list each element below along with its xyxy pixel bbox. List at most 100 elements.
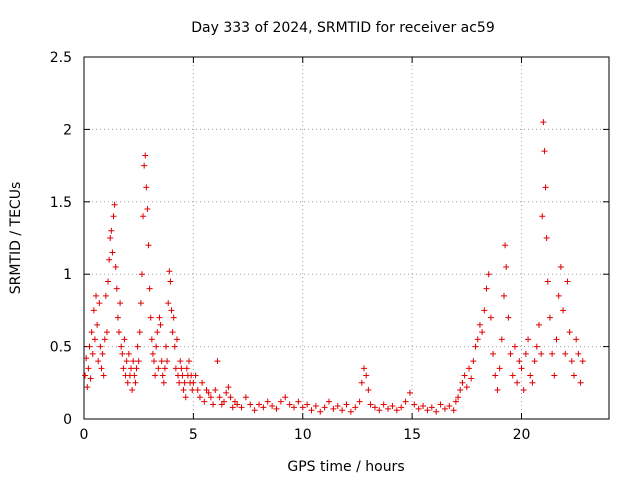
data-point <box>151 358 157 365</box>
data-point <box>207 394 214 401</box>
data-point <box>183 365 190 372</box>
data-point <box>543 235 550 241</box>
grid-lines <box>84 57 609 419</box>
data-point <box>86 343 93 350</box>
data-point <box>468 375 475 382</box>
data-point <box>317 408 324 415</box>
data-point <box>487 314 494 321</box>
data-point <box>106 256 113 263</box>
data-point <box>93 292 100 299</box>
data-point <box>551 372 558 379</box>
data-point <box>130 358 137 365</box>
data-point <box>557 263 564 270</box>
data-point <box>112 263 119 270</box>
data-point <box>83 355 90 362</box>
data-point <box>176 379 183 386</box>
data-point <box>365 387 372 394</box>
data-point <box>330 405 337 412</box>
data-point <box>269 402 276 409</box>
data-point <box>96 300 103 307</box>
data-point <box>216 394 223 401</box>
data-point <box>167 278 174 285</box>
data-point <box>227 394 234 401</box>
data-point <box>411 401 418 408</box>
data-point <box>483 285 490 292</box>
data-point <box>273 405 280 412</box>
data-point <box>522 350 529 357</box>
data-point <box>189 387 196 394</box>
data-point <box>361 365 367 372</box>
data-point <box>103 329 110 336</box>
data-point <box>140 213 147 220</box>
data-point <box>109 249 116 256</box>
data-point <box>295 398 302 405</box>
data-point <box>485 271 492 278</box>
data-point <box>441 405 448 412</box>
data-point <box>120 365 127 372</box>
data-point <box>90 307 97 314</box>
data-point <box>87 375 94 382</box>
data-point <box>492 372 499 379</box>
data-point <box>149 350 156 357</box>
data-point <box>238 404 245 411</box>
data-point <box>223 389 230 396</box>
data-point <box>511 343 518 350</box>
data-point <box>533 343 540 350</box>
axis-ticks <box>83 56 609 420</box>
data-point <box>111 201 118 208</box>
y-tick-label: 1.5 <box>50 195 72 211</box>
data-point <box>171 343 178 350</box>
data-point <box>560 307 567 314</box>
data-point <box>334 402 341 409</box>
data-point <box>143 184 150 191</box>
data-point <box>339 407 346 414</box>
data-point <box>428 404 435 411</box>
data-point <box>389 402 396 409</box>
data-point <box>525 336 532 343</box>
data-point <box>481 307 488 314</box>
data-point <box>555 292 562 299</box>
data-point <box>165 300 172 307</box>
data-point <box>562 350 569 357</box>
data-point <box>472 343 479 350</box>
data-point <box>137 300 144 307</box>
data-point <box>304 401 311 408</box>
data-point <box>161 365 168 372</box>
data-point <box>503 263 510 270</box>
data-point <box>155 365 162 372</box>
data-point <box>181 379 188 386</box>
data-point <box>380 401 387 408</box>
data-point <box>553 336 560 343</box>
data-point <box>544 278 551 285</box>
data-point <box>566 329 573 336</box>
data-point <box>82 372 89 379</box>
data-point <box>153 343 160 350</box>
data-point <box>343 401 350 408</box>
data-point <box>84 384 91 391</box>
data-point <box>133 365 140 372</box>
x-tick-label: 0 <box>80 427 89 443</box>
data-point <box>536 321 542 328</box>
data-point <box>573 336 580 343</box>
data-point <box>180 387 187 394</box>
data-point <box>450 407 457 414</box>
data-point <box>85 365 92 372</box>
y-tick-label: 0 <box>63 412 72 428</box>
data-point <box>182 394 189 401</box>
data-point <box>452 398 459 405</box>
data-point <box>98 365 105 372</box>
data-point <box>89 350 96 357</box>
data-point <box>501 292 507 299</box>
data-point <box>178 365 185 372</box>
data-point <box>124 379 131 386</box>
data-point <box>177 358 184 365</box>
data-point <box>201 398 208 405</box>
data-point <box>123 358 130 365</box>
data-point <box>264 398 271 405</box>
data-point <box>95 358 102 365</box>
data-point <box>144 206 151 213</box>
data-point <box>546 314 553 321</box>
y-tick-labels: 0 0.5 1 1.5 2 2.5 <box>50 50 72 428</box>
data-point <box>132 379 139 386</box>
data-point <box>299 404 306 411</box>
